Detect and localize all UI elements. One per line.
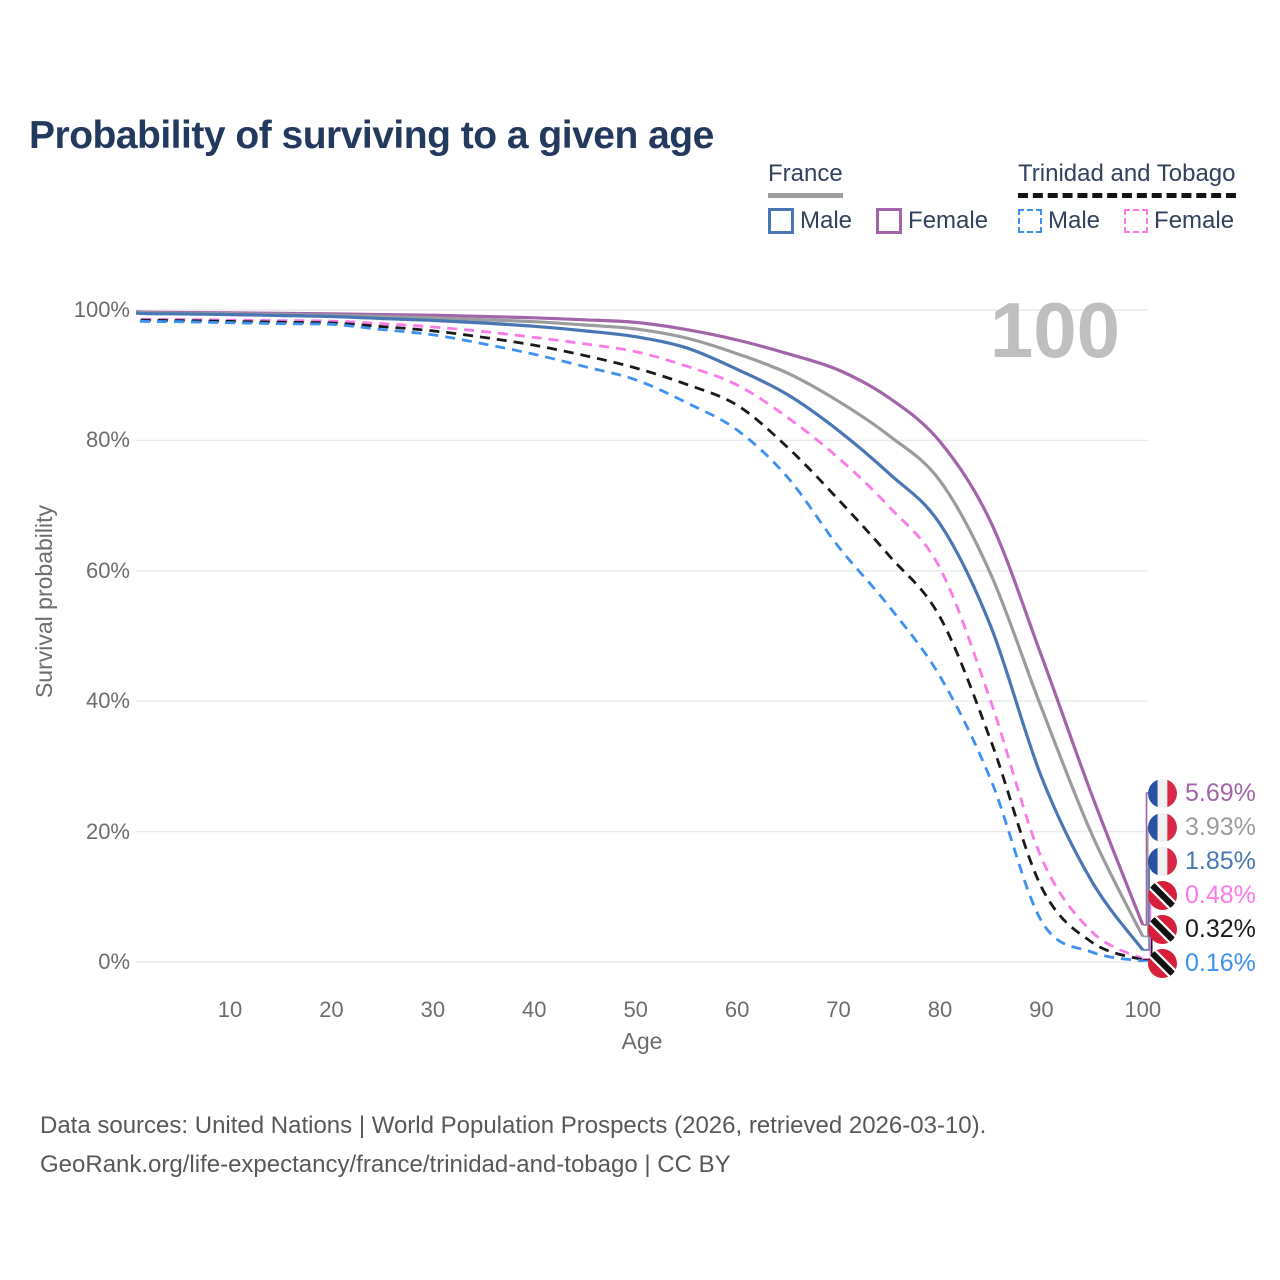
curve-france-male [136, 311, 1145, 951]
legend-item-label: Female [1154, 207, 1235, 234]
y-tick-label: 80% [85, 427, 130, 453]
france-female-swatch-icon [876, 208, 903, 234]
trinidad-and-tobago-flag-icon [1148, 914, 1177, 944]
end-label-trinidad-and-tobago-female: 0.48% [1148, 878, 1256, 912]
x-tick-label: 100 [1124, 997, 1162, 1022]
x-tick-label: 50 [623, 997, 648, 1022]
end-value-france-female: 5.69% [1185, 778, 1256, 807]
trinidad-female-swatch-icon [1124, 209, 1149, 233]
end-value-trinidad-and-tobago-both-sexes: 0.32% [1185, 914, 1256, 943]
legend-item-france-female[interactable]: Female [876, 207, 988, 235]
end-value-trinidad-and-tobago-female: 0.48% [1185, 880, 1256, 909]
x-tick-label: 20 [319, 997, 344, 1022]
trinidad-and-tobago-flag-icon [1148, 948, 1177, 978]
y-tick-label: 100% [73, 297, 130, 322]
end-label-france-both-sexes: 3.93% [1148, 810, 1256, 844]
footer: Data sources: United Nations | World Pop… [40, 1106, 986, 1184]
france-flag-icon [1148, 812, 1177, 842]
legend-group-title-trinidad-and-tobago: Trinidad and Tobago [1018, 160, 1236, 198]
x-tick-label: 60 [724, 997, 750, 1022]
curve-france-female [136, 310, 1145, 926]
legend-item-france-male[interactable]: Male [768, 207, 852, 235]
end-label-trinidad-and-tobago-both-sexes: 0.32% [1148, 912, 1256, 946]
curve-trinidad-and-tobago-male [136, 318, 1144, 963]
footer-data-sources: Data sources: United Nations | World Pop… [40, 1112, 987, 1139]
x-tick-label: 40 [522, 997, 547, 1022]
legend-group-france: France Male Female [768, 160, 988, 235]
y-tick-label: 40% [85, 688, 130, 714]
france-flag-icon [1148, 846, 1177, 876]
trinidad-male-swatch-icon [1018, 209, 1042, 233]
end-label-france-male: 1.85% [1148, 844, 1256, 878]
legend-item-trinidad-female[interactable]: Female [1124, 207, 1234, 235]
y-axis-title: Survival probability [31, 505, 57, 699]
x-tick-label: 30 [420, 997, 446, 1022]
end-value-france-both-sexes: 3.93% [1185, 812, 1256, 841]
legend-item-label: Female [908, 207, 989, 234]
legend-group-title-france: France [768, 160, 843, 198]
end-label-france-female: 5.69% [1148, 776, 1256, 810]
france-flag-icon [1148, 778, 1177, 808]
x-tick-label: 10 [217, 997, 243, 1022]
y-tick-label: 20% [85, 818, 130, 844]
footer-attribution: GeoRank.org/life-expectancy/france/trini… [40, 1151, 731, 1178]
x-tick-label: 90 [1029, 997, 1054, 1022]
chart-title: Probability of surviving to a given age [29, 114, 714, 158]
age-counter-watermark: 100 [989, 286, 1120, 374]
x-tick-label: 70 [826, 997, 851, 1022]
trinidad-and-tobago-flag-icon [1148, 880, 1177, 910]
legend-item-label: Male [1048, 207, 1101, 234]
france-male-swatch-icon [768, 208, 794, 234]
y-tick-label: 0% [98, 949, 130, 974]
curve-trinidad-and-tobago-both-sexes [136, 317, 1144, 962]
end-value-france-male: 1.85% [1185, 846, 1256, 875]
end-value-trinidad-and-tobago-male: 0.16% [1185, 948, 1256, 977]
legend-item-trinidad-male[interactable]: Male [1018, 207, 1100, 235]
y-tick-label: 60% [85, 557, 130, 583]
x-tick-label: 80 [927, 997, 953, 1022]
legend-item-label: Male [800, 207, 853, 234]
end-label-trinidad-and-tobago-male: 0.16% [1148, 946, 1256, 980]
legend-group-trinidad-and-tobago: Trinidad and Tobago Male Female [1018, 160, 1236, 235]
curve-trinidad-and-tobago-female [136, 316, 1144, 961]
x-axis-title: Age [621, 1028, 663, 1054]
